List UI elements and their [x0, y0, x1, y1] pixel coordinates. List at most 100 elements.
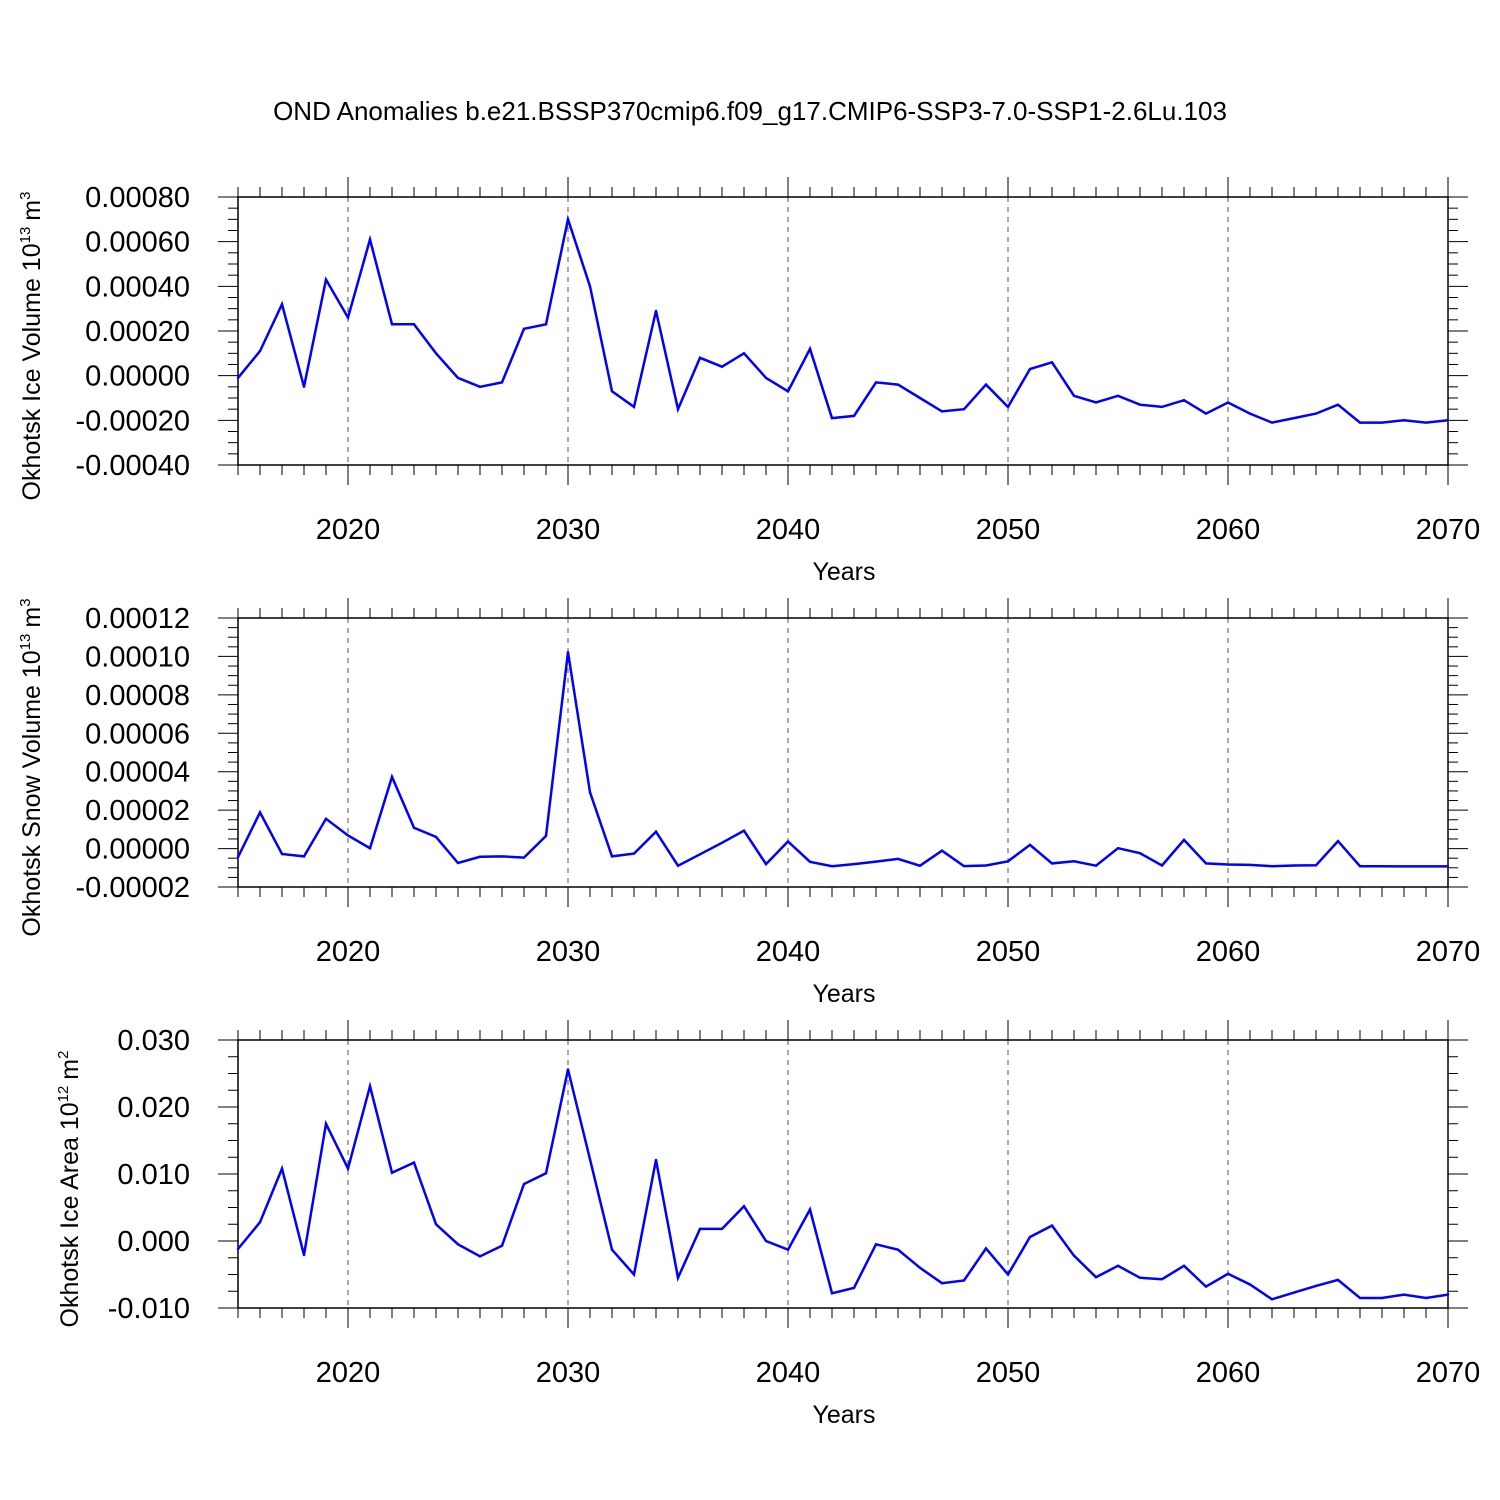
data-point-2037 [720, 365, 724, 368]
data-point-2068 [1402, 865, 1406, 868]
data-point-2038 [742, 1205, 746, 1208]
x-tick-label: 2070 [1416, 936, 1481, 968]
data-point-2024 [434, 1223, 438, 1226]
data-point-2036 [698, 853, 702, 856]
data-point-2039 [764, 862, 768, 866]
data-point-2053 [1072, 1254, 1076, 1257]
data-point-2056 [1138, 403, 1142, 406]
data-point-2035 [676, 1276, 680, 1280]
data-point-2067 [1380, 1296, 1384, 1300]
data-point-2033 [632, 1273, 636, 1276]
data-point-2025 [456, 861, 460, 865]
data-point-2063 [1292, 864, 1296, 867]
data-point-2034 [654, 830, 658, 833]
x-tick-label: 2020 [316, 514, 381, 546]
data-point-2019 [324, 817, 328, 820]
data-point-2025 [456, 1243, 460, 1246]
data-point-2015 [236, 376, 240, 380]
data-point-2051 [1028, 843, 1032, 847]
data-point-2041 [808, 860, 812, 863]
data-point-2033 [632, 852, 636, 855]
data-point-2050 [1006, 1273, 1010, 1276]
y-tick-label: 0.00000 [85, 361, 190, 393]
data-point-2042 [830, 865, 834, 868]
data-point-2063 [1292, 1291, 1296, 1294]
figure-title: OND Anomalies b.e21.BSSP370cmip6.f09_g17… [273, 96, 1227, 126]
data-point-2062 [1270, 865, 1274, 868]
data-point-2044 [874, 381, 878, 384]
data-point-2055 [1116, 847, 1120, 850]
data-point-2031 [588, 285, 592, 288]
data-point-2024 [434, 835, 438, 839]
plot-frame [237, 1039, 1449, 1309]
data-point-2053 [1072, 394, 1076, 397]
data-point-2030 [566, 218, 570, 221]
data-point-2026 [478, 1255, 482, 1258]
x-tick-label: 2030 [536, 936, 601, 968]
y-axis-label: Okhotsk Snow Volume 1013m3 [17, 598, 46, 936]
data-point-2060 [1226, 863, 1230, 866]
data-point-2032 [610, 1248, 614, 1251]
data-point-2043 [852, 862, 856, 866]
data-point-2041 [808, 1208, 812, 1211]
data-point-2030 [566, 1068, 570, 1071]
data-point-2018 [302, 855, 306, 858]
data-point-2015 [236, 1247, 240, 1251]
data-point-2064 [1314, 864, 1318, 867]
data-point-2022 [390, 1171, 394, 1174]
data-point-2051 [1028, 1235, 1032, 1239]
data-point-2017 [280, 1167, 284, 1170]
plot-frame [237, 617, 1449, 888]
data-point-2022 [390, 323, 394, 326]
data-point-2050 [1006, 405, 1010, 409]
data-point-2032 [610, 390, 614, 393]
panel-1: -0.00040 -0.00020 0.00000 0.00020 0.00040 0.0… [17, 177, 1480, 586]
data-point-2043 [852, 1286, 856, 1290]
data-point-2045 [896, 1248, 900, 1251]
data-point-2028 [522, 856, 526, 859]
data-point-2031 [588, 791, 592, 794]
data-point-2055 [1116, 1264, 1120, 1268]
data-point-2060 [1226, 401, 1230, 404]
x-tick-label: 2050 [976, 514, 1041, 546]
data-point-2053 [1072, 860, 1076, 863]
data-point-2048 [962, 408, 966, 411]
data-point-2049 [984, 1247, 988, 1250]
data-point-2026 [478, 855, 482, 858]
data-point-2042 [830, 416, 834, 420]
data-point-2046 [918, 864, 922, 867]
data-point-2040 [786, 390, 790, 393]
data-point-2027 [500, 855, 504, 858]
data-point-2043 [852, 414, 856, 418]
x-tick-label: 2060 [1196, 1357, 1261, 1389]
data-point-2023 [412, 323, 416, 326]
data-point-2057 [1160, 1278, 1164, 1281]
data-point-2058 [1182, 399, 1186, 402]
data-point-2042 [830, 1292, 834, 1295]
data-point-2024 [434, 352, 438, 355]
data-point-2069 [1424, 1296, 1428, 1300]
data-point-2039 [764, 1239, 768, 1243]
data-point-2061 [1248, 412, 1252, 415]
data-point-2070 [1446, 865, 1450, 868]
data-point-2020 [346, 316, 350, 319]
data-point-2044 [874, 1243, 878, 1246]
data-point-2015 [236, 856, 240, 859]
data-point-2019 [324, 1122, 328, 1126]
y-tick-label: 0.00080 [85, 182, 190, 214]
x-tick-label: 2060 [1196, 936, 1261, 968]
panel-2: -0.00002 0.00000 0.00002 0.00004 0.00006 0.00… [17, 598, 1480, 1008]
data-point-2016 [258, 349, 262, 353]
data-point-2070 [1446, 1293, 1450, 1296]
y-axis-label: Okhotsk Ice Area 1012m2 [55, 1051, 84, 1328]
data-point-2034 [654, 309, 658, 313]
y-tick-label: 0.00040 [85, 271, 190, 303]
y-tick-label: -0.010 [108, 1293, 190, 1325]
data-point-2029 [544, 834, 548, 838]
x-tick-label: 2060 [1196, 514, 1261, 546]
series-line [237, 1069, 1449, 1301]
data-point-2062 [1270, 421, 1274, 424]
data-point-2068 [1402, 419, 1406, 422]
data-point-2069 [1424, 865, 1428, 868]
data-point-2058 [1182, 1264, 1186, 1268]
